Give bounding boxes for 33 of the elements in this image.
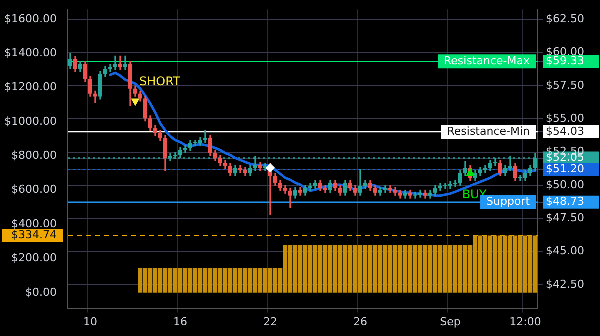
ref-line-label: Support [486, 195, 531, 208]
y2-tick-label: $47.50 [546, 212, 584, 225]
x-tick-label: 22 [264, 315, 278, 328]
y-tick-label: $1600.00 [4, 12, 57, 26]
point [132, 98, 140, 106]
y-tick-label: $1400.00 [4, 46, 57, 60]
y2-tick-label: $50.00 [546, 178, 584, 192]
ref-line-label: Resistance-Max [444, 54, 530, 68]
x-tick-label: 26 [354, 315, 368, 328]
series-label: SHORT [140, 74, 182, 88]
y-tick-label: $1200.00 [4, 80, 57, 94]
y-tick-label: $400.00 [12, 217, 57, 230]
y2-tick-label: $51.20 [546, 162, 584, 176]
series-label: BUY [462, 188, 488, 202]
ref-line-label: Resistance-Min [447, 124, 530, 138]
x-tick-label: 12:00 [510, 315, 542, 328]
y-tick-label: $600.00 [12, 183, 57, 196]
x-tick-label: Sep [440, 315, 461, 328]
x-tick-label: 10 [84, 315, 98, 328]
y2-tick-label: $48.73 [546, 195, 584, 208]
y2-tick-label: $57.50 [546, 78, 584, 92]
y-tick-label: $0.00 [26, 286, 57, 299]
y-tick-label: $800.00 [12, 149, 57, 162]
y2-tick-label: $45.00 [546, 244, 584, 258]
y2-tick-label: $62.50 [546, 12, 584, 26]
y-tick-label: $1000.00 [4, 114, 57, 128]
x-tick-label: 16 [174, 315, 188, 328]
y2-tick-label: $42.50 [546, 278, 584, 291]
y2-tick-label: $54.03 [546, 124, 584, 138]
point [266, 164, 275, 173]
y-tick-label: $200.00 [12, 252, 57, 265]
y-tick-label: $334.74 [12, 228, 57, 242]
y2-tick-label: $55.00 [546, 112, 584, 125]
